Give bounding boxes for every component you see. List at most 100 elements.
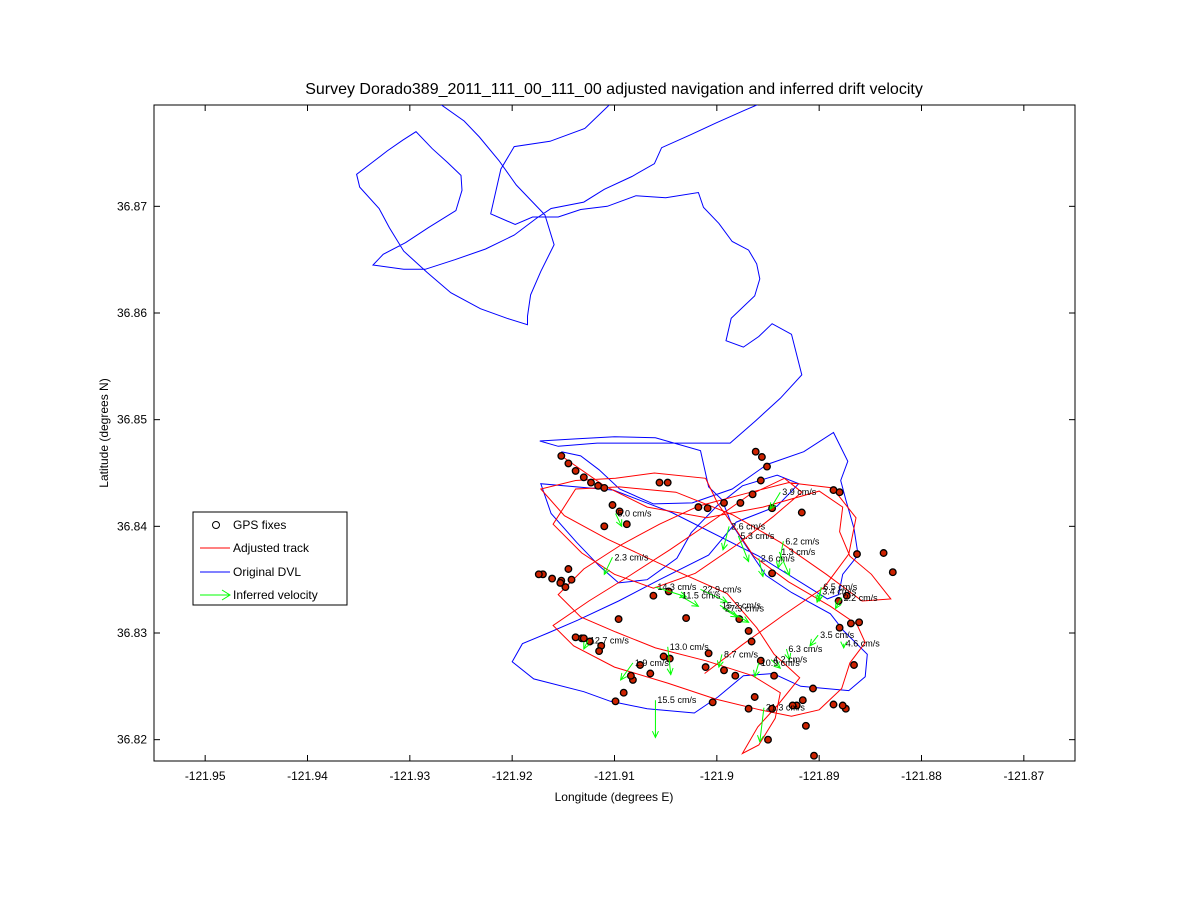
velocity-arrow <box>759 707 765 742</box>
gps-fix-point <box>587 478 595 487</box>
gps-fix-point <box>750 693 759 701</box>
velocity-arrowhead <box>773 661 782 669</box>
gps-fix-point <box>744 704 753 713</box>
x-tick-label: -121.91 <box>594 769 635 783</box>
gps-fix-point <box>764 735 772 744</box>
x-tick-label: -121.87 <box>1003 769 1044 783</box>
gps-fix-point <box>614 615 623 624</box>
gps-fix-point <box>649 591 658 600</box>
velocity-label: 21.3 cm/s <box>766 703 806 713</box>
x-tick-label: -121.88 <box>901 769 942 783</box>
gps-fix-point <box>600 483 609 492</box>
axes-box <box>153 104 1076 762</box>
y-tick-label: 36.82 <box>117 733 147 747</box>
velocity-arrow <box>722 608 738 618</box>
legend: GPS fixes Adjusted track Original DVL In… <box>192 511 348 606</box>
velocity-arrowhead <box>741 616 750 623</box>
gps-fix-point <box>556 578 565 587</box>
velocity-label: 6.3 cm/s <box>788 644 823 654</box>
y-tick-label: 36.83 <box>117 626 147 640</box>
gps-fix-point <box>619 688 628 697</box>
gps-fix-point <box>579 634 588 643</box>
velocity-arrowhead <box>769 502 777 511</box>
gps-fix-point <box>626 671 635 680</box>
gps-fix-point <box>850 661 858 669</box>
velocity-label: 22.9 cm/s <box>702 584 742 594</box>
gps-fix-point <box>801 721 810 730</box>
y-axis-label: Latitude (degrees N) <box>97 378 111 487</box>
data-layer: 3.9 cm/s5.0 cm/s2.6 cm/s5.3 cm/s6.2 cm/s… <box>356 105 897 760</box>
gps-fix-point <box>768 704 777 713</box>
gps-fix-point <box>571 633 580 642</box>
velocity-label: 5.0 cm/s <box>618 509 653 519</box>
legend-velocity-label: Inferred velocity <box>233 588 318 602</box>
velocity-arrowhead <box>615 519 623 528</box>
x-tick-label: -121.93 <box>389 769 430 783</box>
velocity-arrowhead <box>666 667 674 676</box>
velocity-label: 10.9 cm/s <box>761 658 801 668</box>
velocity-arrow <box>615 513 623 527</box>
velocity-arrowhead <box>679 591 688 599</box>
velocity-arrowhead <box>583 642 590 651</box>
velocity-label: 14.3 cm/s <box>657 582 697 592</box>
gps-fix-point <box>842 591 851 600</box>
velocity-arrowhead <box>784 652 792 661</box>
velocity-arrowhead <box>691 600 700 607</box>
velocity-label: 6.5 cm/s <box>823 582 858 592</box>
gps-fix-point <box>736 498 745 507</box>
original-dvl-track <box>356 105 868 714</box>
ticks-layer: -121.95 -121.94 -121.93 -121.92 -121.91 -121.… <box>117 105 1075 783</box>
velocity-label: 11.5 cm/s <box>682 591 721 601</box>
gps-fix-point <box>768 569 777 578</box>
velocity-arrow <box>718 654 723 668</box>
velocity-arrowhead <box>840 641 848 650</box>
velocity-label: 13.0 cm/s <box>670 642 710 652</box>
gps-fix-point <box>810 751 818 760</box>
legend-dvl-label: Original DVL <box>233 565 301 579</box>
gps-fix-point <box>879 549 888 557</box>
velocity-arrow <box>770 659 781 669</box>
velocity-arrow <box>700 588 728 603</box>
velocity-arrow <box>719 604 749 623</box>
velocity-arrow <box>679 595 699 607</box>
velocity-label: 6.2 cm/s <box>785 536 820 546</box>
velocity-arrow <box>603 557 613 575</box>
velocity-arrowhead <box>815 595 823 604</box>
gps-fix-point <box>748 490 757 499</box>
velocity-arrowhead <box>775 561 783 570</box>
gps-fix-point <box>682 614 691 623</box>
velocity-arrow <box>809 634 819 647</box>
gps-fix-point <box>548 574 557 583</box>
y-tick-label: 36.84 <box>117 519 147 533</box>
velocity-label: 15.5 cm/s <box>657 695 697 705</box>
gps-fix-point <box>798 696 807 705</box>
velocity-label: 2.2 cm/s <box>844 593 879 603</box>
legend-gps-marker <box>212 521 220 529</box>
velocity-label: 2.6 cm/s <box>761 553 796 563</box>
gps-fix-point <box>579 473 588 482</box>
gps-fix-point <box>797 508 806 517</box>
x-tick-label: -121.94 <box>287 769 328 783</box>
x-tick-label: -121.89 <box>799 769 840 783</box>
velocity-arrow <box>785 648 790 660</box>
gps-fix-point <box>788 701 797 710</box>
velocity-arrow <box>835 597 843 609</box>
velocity-arrow <box>737 535 750 562</box>
legend-velocity-arrowhead <box>221 589 231 601</box>
velocity-arrowhead <box>758 569 765 578</box>
gps-fix-point <box>756 476 765 485</box>
gps-fix-point <box>835 488 844 497</box>
velocity-arrow <box>667 646 672 675</box>
y-tick-label: 36.85 <box>117 413 147 427</box>
adjusted-track <box>539 455 892 755</box>
velocity-label: 3.9 cm/s <box>782 487 817 497</box>
velocity-arrow <box>722 526 730 550</box>
gps-fix-point <box>770 671 779 680</box>
gps-fix-point <box>704 649 713 658</box>
chart-title: Survey Dorado389_2011_111_00_111_00 adju… <box>305 81 923 98</box>
velocity-arrowhead <box>753 669 760 678</box>
velocity-arrowhead <box>783 568 791 577</box>
gps-fix-point <box>608 501 617 509</box>
velocity-label: 27.3 cm/s <box>725 603 765 613</box>
